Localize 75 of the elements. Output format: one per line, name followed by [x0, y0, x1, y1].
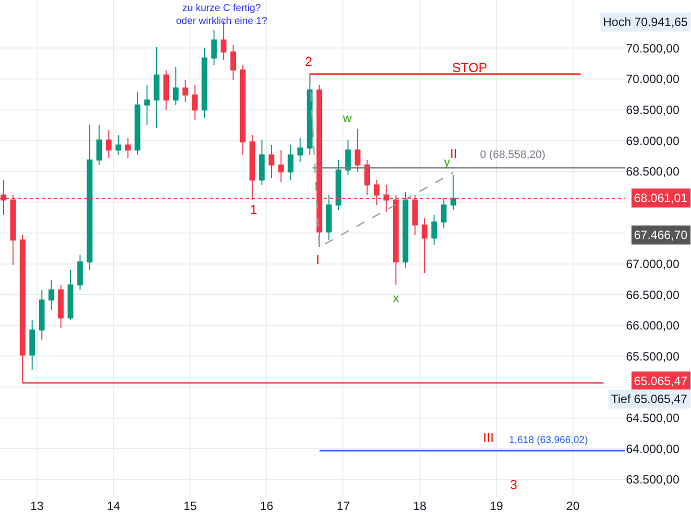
y-tick-label: 69.000,00 [626, 134, 680, 148]
y-tick-label: 70.500,00 [626, 41, 680, 56]
y-tick-label: 67.000,00 [626, 256, 680, 271]
candlestick [182, 79, 188, 102]
x-tick-label: 20 [566, 499, 580, 513]
candlestick [297, 137, 304, 162]
annotation: w [342, 111, 352, 125]
candlestick [58, 284, 64, 328]
y-tick-label: 70.000,00 [626, 72, 680, 86]
candlestick [96, 124, 102, 166]
candlestick [172, 66, 179, 106]
y-tick-label: 65.500,00 [626, 349, 680, 364]
text: 67.466,70 [634, 228, 688, 242]
candlestick [288, 144, 294, 180]
annotation: STOP [452, 60, 488, 75]
candlestick [259, 139, 265, 186]
y-tick-label: 68.500,00 [626, 164, 680, 179]
y-tick-label: 66.000,00 [626, 318, 680, 333]
candlestick [125, 137, 131, 158]
annotation: x [393, 291, 399, 305]
candlestick [431, 214, 438, 246]
candlestick [268, 144, 274, 178]
candlestick [326, 194, 332, 240]
annotation: II [450, 146, 458, 161]
candlestick [144, 84, 150, 126]
candlestick [345, 139, 351, 176]
candlestick [115, 134, 122, 156]
annotation: Hoch 70.941,65 [603, 15, 688, 29]
candlestick [29, 319, 36, 370]
candlestick [440, 197, 447, 228]
x-tick-label: 13 [30, 499, 44, 513]
candlestick [422, 217, 428, 274]
candlestick [450, 174, 456, 210]
y-tick-label: 64.500,00 [626, 410, 680, 425]
candlestick [402, 191, 408, 268]
x-tick-label: 19 [490, 499, 504, 513]
annotation: 0 (68.558,20) [480, 149, 546, 161]
y-tick-label: 66.500,00 [626, 288, 680, 302]
candlestick [354, 128, 360, 172]
annotation: zu kurze C fertig? oder wirklich eine 1? [176, 3, 268, 27]
y-tick-label: 63.500,00 [626, 472, 680, 487]
x-tick-label: 15 [183, 499, 198, 513]
annotation: 3 [510, 477, 518, 492]
candlestick [230, 44, 236, 80]
text: 65.065,47 [634, 374, 688, 388]
candlestick [77, 254, 83, 290]
candlestick [106, 129, 112, 158]
candlestick [278, 149, 284, 182]
annotation: 2 [305, 54, 312, 69]
y-tick-label: 64.000,00 [626, 442, 680, 456]
candlestick [48, 279, 54, 310]
candlestick [68, 269, 74, 320]
annotation: I [316, 252, 320, 267]
annotation: 1,618 (63.966,02) [509, 435, 588, 446]
annotation: 1 [250, 202, 258, 217]
ref-line-label: 68.061,01 [634, 191, 688, 205]
x-tick-label: 14 [106, 499, 121, 513]
annotation: Tief 65.065,47 [611, 392, 688, 406]
annotation: y [444, 155, 450, 169]
candlestick [202, 47, 208, 118]
x-tick-label: 17 [336, 499, 350, 513]
candlestick [134, 91, 140, 156]
candlestick [86, 124, 92, 270]
candlestick [154, 46, 160, 128]
candlestick [192, 84, 198, 120]
x-tick-label: 16 [260, 499, 274, 513]
x-tick-label: 18 [413, 499, 427, 513]
candlestick [336, 159, 342, 210]
candlestick [240, 64, 246, 156]
candlestick [163, 69, 170, 110]
candlestick [38, 289, 45, 340]
annotation: III [483, 430, 494, 445]
candlestick [211, 30, 217, 66]
y-tick-label: 69.500,00 [626, 102, 680, 117]
candlestick [364, 159, 370, 196]
